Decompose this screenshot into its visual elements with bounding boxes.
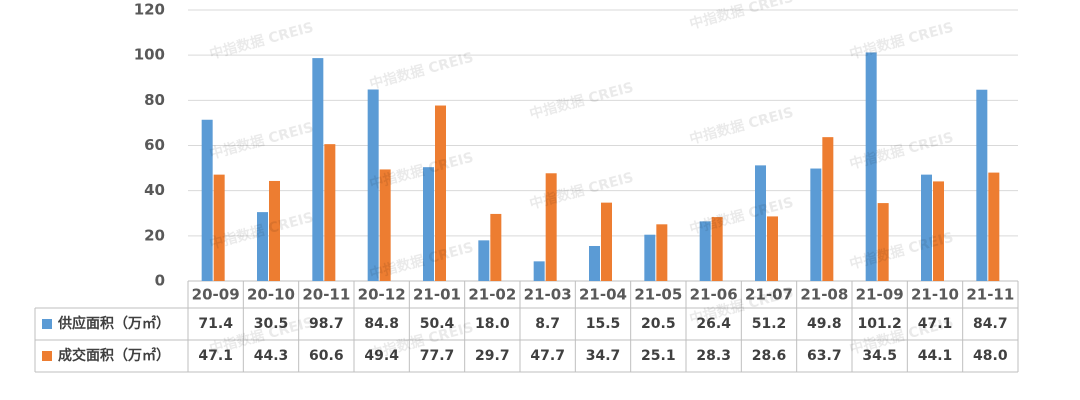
bar xyxy=(589,245,600,281)
watermark: 中指数据 CREIS xyxy=(688,104,796,148)
watermark: 中指数据 CREIS xyxy=(208,19,316,63)
legend-swatch xyxy=(42,319,52,329)
x-tick-label: 20-09 xyxy=(192,286,240,304)
x-tick-label: 21-10 xyxy=(911,286,959,304)
y-tick-label: 120 xyxy=(134,1,165,19)
x-tick-label: 20-11 xyxy=(302,286,350,304)
x-tick-label: 21-11 xyxy=(966,286,1014,304)
table-value: 15.5 xyxy=(586,316,621,332)
bar xyxy=(711,217,723,281)
bar xyxy=(324,144,336,281)
table-value: 44.1 xyxy=(918,348,953,364)
y-tick-label: 60 xyxy=(144,136,165,154)
x-tick-label: 21-02 xyxy=(468,286,516,304)
table-value: 8.7 xyxy=(535,316,560,332)
table-value: 63.7 xyxy=(807,348,842,364)
bar xyxy=(988,172,1000,281)
bar xyxy=(699,221,711,281)
bar xyxy=(257,212,268,281)
x-tick-label: 21-08 xyxy=(800,286,848,304)
bar xyxy=(767,216,778,281)
table-value: 47.1 xyxy=(918,316,953,332)
table-value: 47.1 xyxy=(198,348,233,364)
x-tick-label: 20-12 xyxy=(358,286,406,304)
table-value: 20.5 xyxy=(641,316,676,332)
watermark: 中指数据 CREIS xyxy=(848,129,956,173)
bar xyxy=(933,181,944,281)
watermark: 中指数据 CREIS xyxy=(688,194,796,238)
watermark: 中指数据 CREIS xyxy=(688,0,796,33)
bar xyxy=(435,105,446,281)
table-value: 84.8 xyxy=(364,316,399,332)
bar xyxy=(822,137,834,281)
bar xyxy=(545,173,557,281)
bar xyxy=(644,234,656,281)
legend-label: 成交面积（万㎡） xyxy=(58,347,170,364)
table-value: 49.8 xyxy=(807,316,842,332)
bar xyxy=(490,213,502,281)
table-value: 29.7 xyxy=(475,348,510,364)
table-value: 101.2 xyxy=(858,316,902,332)
legend-swatch xyxy=(42,351,52,361)
table-value: 28.6 xyxy=(752,348,787,364)
x-tick-label: 21-01 xyxy=(413,286,461,304)
table-value: 44.3 xyxy=(254,348,289,364)
x-tick-label: 20-10 xyxy=(247,286,295,304)
table-value: 28.3 xyxy=(696,348,731,364)
bar xyxy=(601,202,612,281)
table-value: 49.4 xyxy=(364,348,399,364)
bar xyxy=(312,58,324,281)
table-value: 71.4 xyxy=(198,316,233,332)
x-tick-label: 21-07 xyxy=(745,286,793,304)
table-value: 26.4 xyxy=(696,316,731,332)
table-value: 18.0 xyxy=(475,316,510,332)
x-tick-label: 21-09 xyxy=(856,286,904,304)
x-tick-label: 21-05 xyxy=(634,286,682,304)
y-tick-label: 0 xyxy=(155,272,165,290)
x-tick-label: 21-04 xyxy=(579,286,627,304)
table-value: 84.7 xyxy=(973,316,1008,332)
bar xyxy=(877,203,889,281)
y-tick-label: 20 xyxy=(144,226,165,244)
bar xyxy=(755,165,766,281)
table-value: 98.7 xyxy=(309,316,344,332)
table-value: 51.2 xyxy=(752,316,787,332)
bar xyxy=(379,169,391,281)
y-tick-label: 40 xyxy=(144,181,165,199)
bar xyxy=(810,168,822,281)
bar xyxy=(213,174,225,281)
table-value: 50.4 xyxy=(420,316,455,332)
table-value: 25.1 xyxy=(641,348,676,364)
bar xyxy=(269,180,280,281)
x-tick-label: 21-06 xyxy=(690,286,738,304)
y-tick-label: 80 xyxy=(144,91,165,109)
bar xyxy=(201,119,213,281)
legend-label: 供应面积（万㎡） xyxy=(57,315,170,332)
bar xyxy=(423,167,434,281)
bar xyxy=(478,240,490,281)
watermark: 中指数据 CREIS xyxy=(848,19,956,63)
table-value: 34.7 xyxy=(586,348,621,364)
bar xyxy=(976,89,988,281)
table-value: 60.6 xyxy=(309,348,344,364)
table-value: 34.5 xyxy=(862,348,897,364)
table-value: 48.0 xyxy=(973,348,1008,364)
table-value: 30.5 xyxy=(254,316,289,332)
table-value: 77.7 xyxy=(420,348,455,364)
bar xyxy=(921,174,932,281)
bar xyxy=(865,52,877,281)
bar xyxy=(533,261,545,281)
bar xyxy=(367,89,379,281)
table-value: 47.7 xyxy=(530,348,565,364)
watermark: 中指数据 CREIS xyxy=(208,119,316,163)
x-tick-label: 21-03 xyxy=(524,286,572,304)
bar xyxy=(656,224,668,281)
y-tick-label: 100 xyxy=(134,46,165,64)
